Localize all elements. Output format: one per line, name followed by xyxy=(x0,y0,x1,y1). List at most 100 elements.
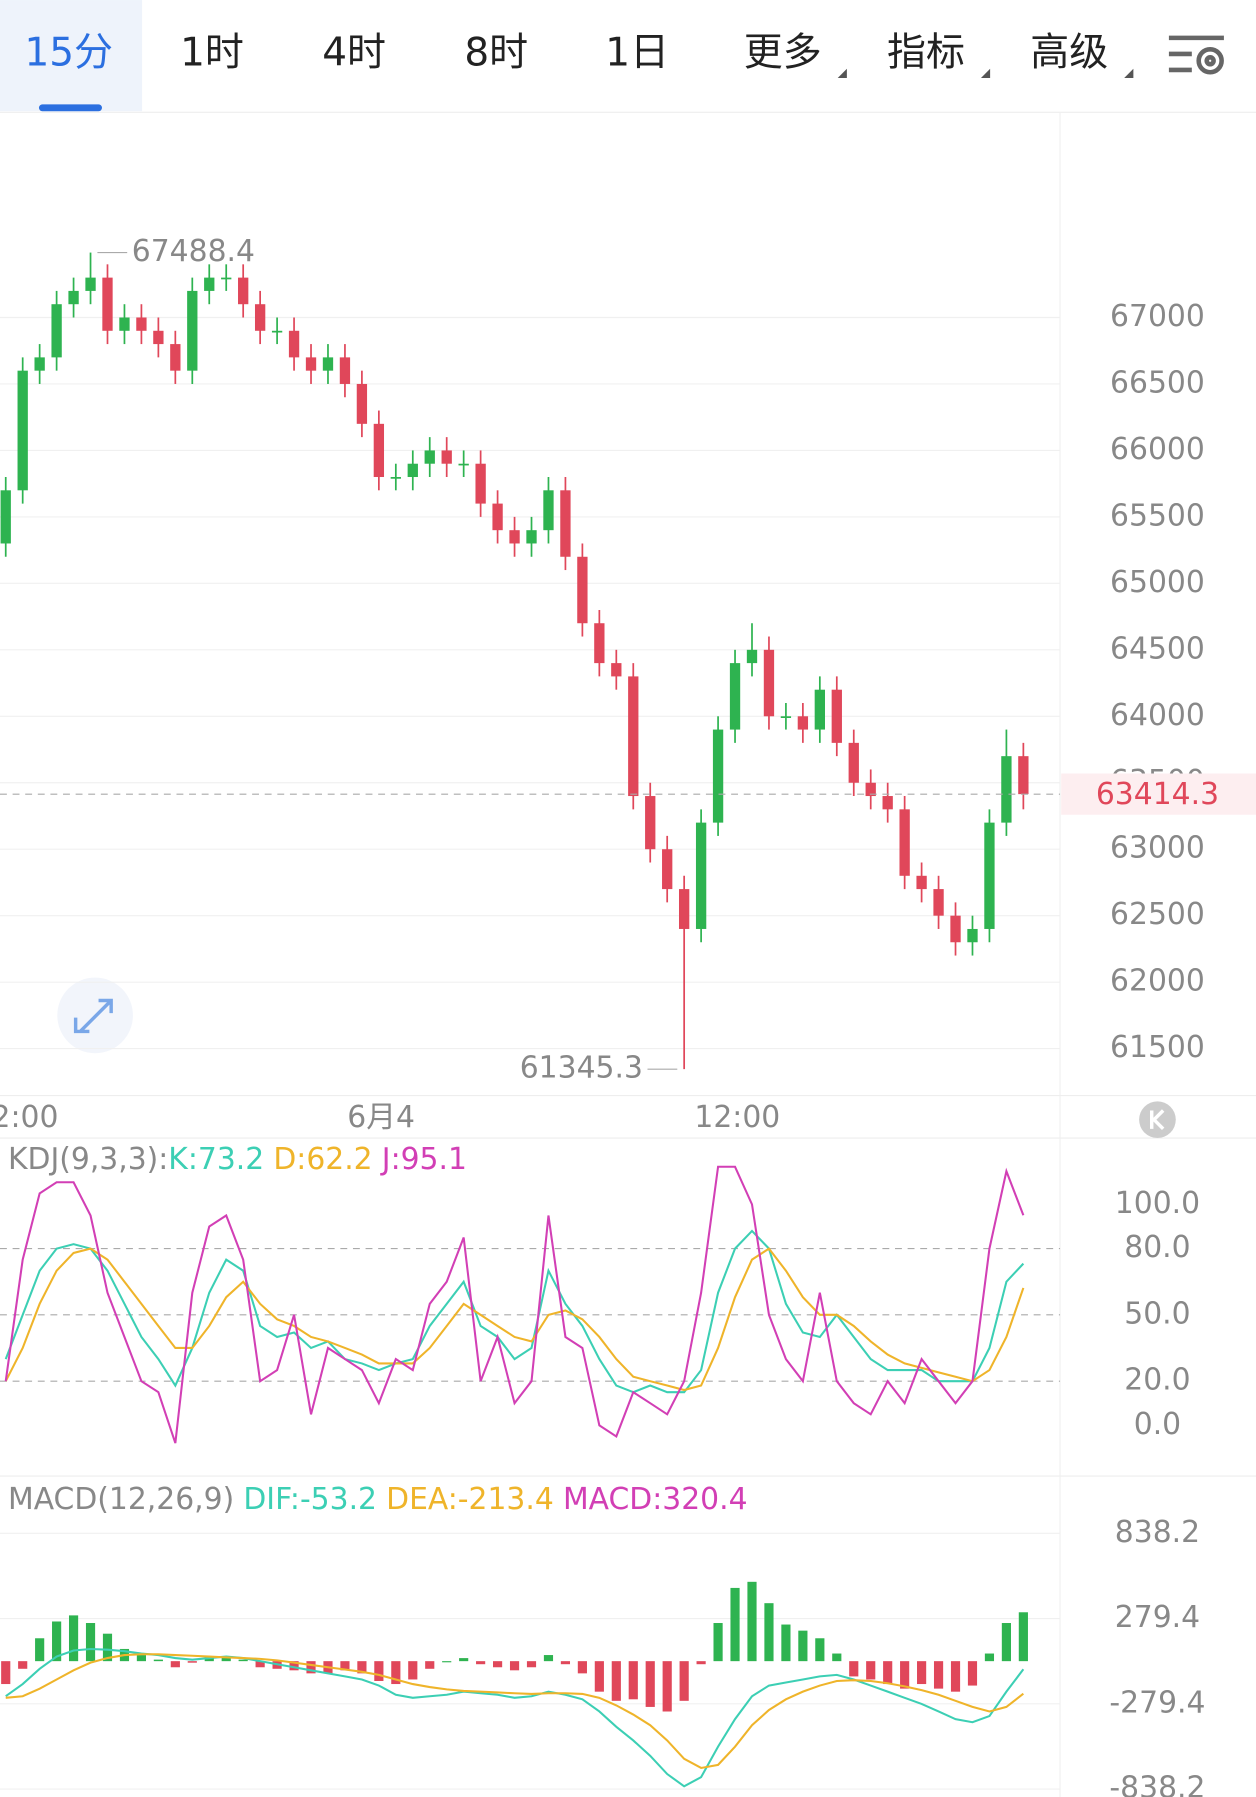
candle-body xyxy=(187,290,198,371)
candle-body xyxy=(628,676,639,797)
candle-body xyxy=(865,782,876,797)
tab[interactable]: 指标 xyxy=(887,31,965,76)
histogram-bar xyxy=(170,1661,180,1668)
y-tick-label: 838.2 xyxy=(1115,1515,1200,1550)
histogram-bar xyxy=(815,1638,825,1662)
histogram-bar xyxy=(357,1661,367,1674)
histogram-bar xyxy=(730,1587,740,1662)
candle-body xyxy=(543,490,554,531)
histogram-bar xyxy=(136,1655,146,1662)
candle-body xyxy=(763,649,775,717)
histogram-bar xyxy=(85,1623,96,1662)
candle-body xyxy=(712,729,724,823)
candle-body xyxy=(170,344,181,371)
candle-body xyxy=(407,463,418,478)
candle-body xyxy=(933,889,944,916)
histogram-bar xyxy=(933,1661,944,1689)
histogram-bar xyxy=(408,1661,418,1680)
legend-entry: J:95.1 xyxy=(380,1141,467,1176)
legend-entry: K:73.2 xyxy=(168,1141,264,1176)
histogram-bar xyxy=(18,1661,28,1669)
candle-body xyxy=(560,490,571,557)
histogram-bar xyxy=(645,1661,655,1707)
active-tab-bg xyxy=(0,0,143,112)
tab[interactable]: 1时 xyxy=(180,31,244,76)
expand-button[interactable] xyxy=(57,977,133,1054)
reset-button[interactable] xyxy=(1139,1101,1176,1139)
histogram-bar xyxy=(747,1581,757,1662)
plots: 6150062000625006300063500640006450065000… xyxy=(0,234,1256,1797)
y-tick-label: 61500 xyxy=(1110,1030,1205,1065)
candle-body xyxy=(17,370,28,491)
histogram-bar xyxy=(577,1661,587,1674)
candle-body xyxy=(51,304,62,358)
histogram-bar xyxy=(611,1661,621,1701)
histogram-bar xyxy=(102,1633,113,1662)
tab[interactable]: 1日 xyxy=(605,31,669,76)
histogram-bar xyxy=(153,1659,163,1662)
candle-body xyxy=(136,317,147,331)
histogram-bar xyxy=(526,1661,537,1668)
histogram-bar xyxy=(984,1653,995,1662)
candle-body xyxy=(729,663,741,730)
histogram-bar xyxy=(900,1661,910,1689)
y-tick-label: 0.0 xyxy=(1134,1407,1181,1442)
y-tick-label: 279.4 xyxy=(1115,1600,1200,1635)
histogram-bar xyxy=(35,1638,45,1662)
histogram-bar xyxy=(442,1661,452,1663)
legend-entry: MACD:320.4 xyxy=(563,1482,748,1517)
candle-body xyxy=(662,849,673,890)
tab[interactable]: 8时 xyxy=(464,31,528,76)
y-tick-label: 20.0 xyxy=(1124,1363,1190,1398)
histogram-bar xyxy=(1001,1623,1011,1662)
histogram-bar xyxy=(493,1661,503,1668)
low-annotation: 61345.3 xyxy=(520,1051,643,1086)
candle-body xyxy=(746,649,758,664)
histogram-bar xyxy=(832,1653,842,1662)
candle-body xyxy=(848,742,859,783)
candle-body xyxy=(85,277,96,291)
candle-body xyxy=(356,383,368,424)
x-tick-label: 12:00 xyxy=(694,1100,780,1135)
histogram-bar xyxy=(798,1630,808,1662)
indicator-title: KDJ(9,3,3):K:73.2 D:62.2 J:95.1 xyxy=(8,1141,467,1176)
candle-body xyxy=(102,277,113,331)
x-tick-label: 2:00 xyxy=(0,1100,58,1135)
candle-body xyxy=(305,357,317,371)
candle-body xyxy=(526,530,537,544)
candle-body xyxy=(322,357,334,371)
histogram-bar xyxy=(560,1661,571,1665)
histogram-bar xyxy=(662,1661,672,1712)
candle-body xyxy=(271,330,283,333)
tab[interactable]: 更多 xyxy=(744,31,822,76)
tab[interactable]: 15分 xyxy=(24,31,113,76)
dropdown-triangle xyxy=(980,68,991,78)
candle-body xyxy=(984,822,995,929)
candle-body xyxy=(288,330,300,358)
last-price-label: 63414.3 xyxy=(1096,777,1219,812)
y-tick-label: 63000 xyxy=(1110,831,1205,866)
candle-body xyxy=(34,357,45,371)
indicator-name: KDJ(9,3,3): xyxy=(8,1141,168,1176)
active-tab-indicator xyxy=(38,104,102,112)
histogram-bar xyxy=(917,1661,927,1685)
tab[interactable]: 4时 xyxy=(322,31,386,76)
legend-entry: DIF:-53.2 xyxy=(243,1482,377,1517)
y-tick-label: 66000 xyxy=(1110,432,1205,467)
high-annotation: 67488.4 xyxy=(132,234,255,269)
legend-entry: D:62.2 xyxy=(273,1141,372,1176)
candle-body xyxy=(0,490,11,544)
last-price-box xyxy=(1061,773,1256,815)
histogram-bar xyxy=(543,1655,554,1662)
candle-body xyxy=(797,716,809,730)
legend-entry: DEA:-213.4 xyxy=(386,1482,554,1517)
y-tick-label: 62000 xyxy=(1110,964,1205,999)
candle-body xyxy=(831,689,842,743)
candle-body xyxy=(611,663,622,677)
histogram-bar xyxy=(340,1661,350,1671)
settings-icon[interactable] xyxy=(1168,35,1224,75)
histogram-bar xyxy=(187,1661,197,1663)
tab[interactable]: 高级 xyxy=(1030,31,1108,76)
histogram-bar xyxy=(52,1621,62,1662)
